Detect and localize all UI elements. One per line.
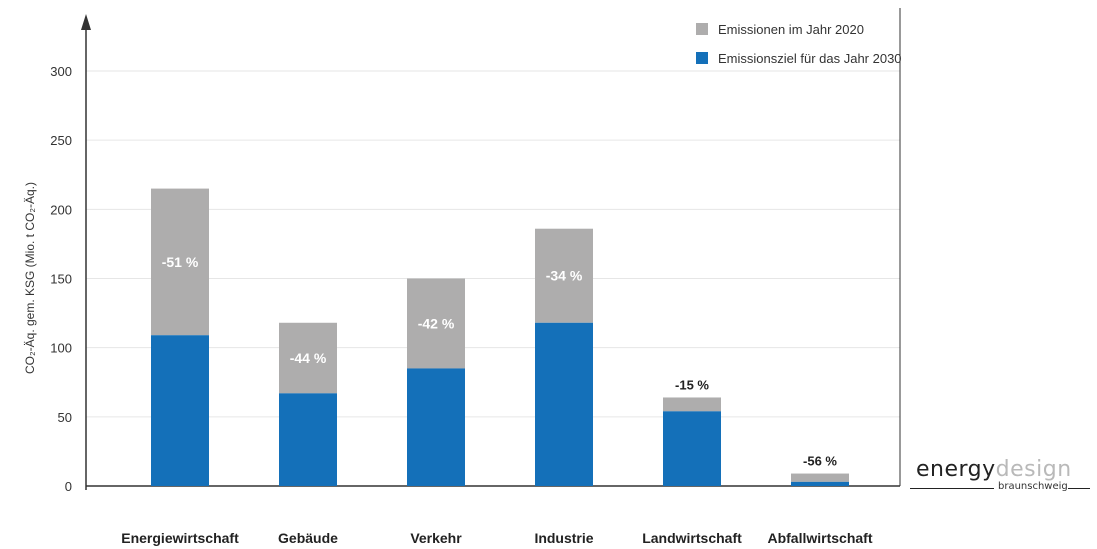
category-labels: Energiewirtschaft Gebäude Verkehr Industrie… xyxy=(121,530,873,546)
y-axis-label: CO₂-Äq. gem. KSG (Mio. t CO₂-Äq.) xyxy=(23,182,37,374)
bar-target-2030 xyxy=(535,322,593,486)
bar-emissions-2020 xyxy=(279,322,337,394)
legend-swatch xyxy=(696,23,708,35)
logo-word-design: design xyxy=(995,457,1072,482)
bar-emissions-2020 xyxy=(663,397,721,412)
category-label: Landwirtschaft xyxy=(642,530,742,546)
legend: Emissionen im Jahr 2020 Emissionsziel für… xyxy=(696,22,902,66)
energydesign-logo: energydesign braunschweig xyxy=(910,457,1090,497)
reduction-label: -34 % xyxy=(546,268,583,284)
category-label: Gebäude xyxy=(278,530,338,546)
category-label: Industrie xyxy=(534,530,593,546)
y-tick-label: 100 xyxy=(50,341,72,356)
y-tick-label: 250 xyxy=(50,133,72,148)
grid-lines xyxy=(86,70,900,418)
reduction-label: -51 % xyxy=(162,254,199,270)
bar-target-2030 xyxy=(663,411,721,486)
y-axis-arrow-icon xyxy=(81,14,91,30)
reduction-label: -15 % xyxy=(675,377,709,392)
bar-emissions-2020 xyxy=(535,228,593,323)
logo-word-energy: energy xyxy=(916,457,996,482)
y-tick-label: 50 xyxy=(58,410,72,425)
bar-emissions-2020 xyxy=(151,188,209,336)
bar-target-2030 xyxy=(151,335,209,486)
bar-target-2030 xyxy=(407,368,465,486)
legend-entry: Emissionsziel für das Jahr 2030 xyxy=(718,51,902,66)
bar-emissions-2020 xyxy=(407,278,465,369)
y-tick-labels: 0 50 100 150 200 250 300 xyxy=(50,64,72,494)
bar-target-2030 xyxy=(279,393,337,486)
reduction-labels: -51 % -44 % -42 % -34 % -15 % -56 % xyxy=(162,254,838,469)
reduction-label: -42 % xyxy=(418,315,455,331)
category-label: Energiewirtschaft xyxy=(121,530,239,546)
category-label: Abfallwirtschaft xyxy=(767,530,872,546)
category-label: Verkehr xyxy=(410,530,462,546)
y-tick-label: 150 xyxy=(50,272,72,287)
y-tick-label: 300 xyxy=(50,64,72,79)
logo-wordmark: energydesign xyxy=(916,457,1072,482)
logo-subtitle: braunschweig xyxy=(998,481,1068,492)
y-tick-label: 200 xyxy=(50,202,72,217)
bar-target-2030 xyxy=(791,481,849,486)
y-tick-label: 0 xyxy=(65,479,72,494)
bars xyxy=(151,188,849,486)
reduction-label: -44 % xyxy=(290,350,327,366)
legend-entry: Emissionen im Jahr 2020 xyxy=(718,22,864,37)
logo-rule-left xyxy=(910,488,994,489)
bar-emissions-2020 xyxy=(791,473,849,482)
reduction-label: -56 % xyxy=(803,454,837,469)
logo-rule-right xyxy=(1068,488,1090,489)
legend-swatch xyxy=(696,52,708,64)
